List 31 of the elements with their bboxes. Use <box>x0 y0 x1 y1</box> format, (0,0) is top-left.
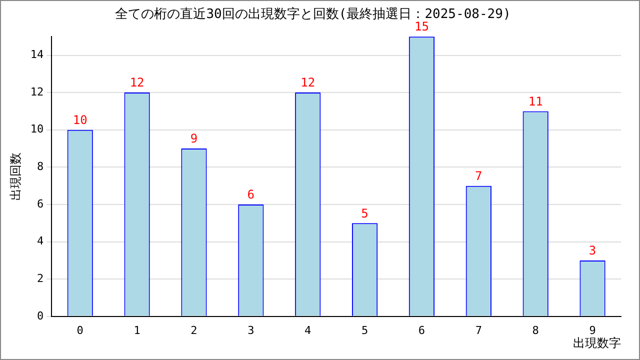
x-tick-label: 8 <box>532 324 539 337</box>
chart-title: 全ての桁の直近30回の出現数字と回数(最終抽選日：2025-08-29) <box>115 6 511 22</box>
x-tick-label: 1 <box>134 324 140 337</box>
x-tick-label: 6 <box>418 324 426 337</box>
data-label: 12 <box>300 76 316 90</box>
y-tick-label: 10 <box>30 122 44 136</box>
y-tick-label: 4 <box>37 234 44 248</box>
y-tick-label: 12 <box>30 85 44 98</box>
data-label: 7 <box>475 168 482 183</box>
y-tick-label: 2 <box>37 272 44 285</box>
data-label: 5 <box>361 206 368 220</box>
data-label: 15 <box>414 20 429 34</box>
y-tick-label: 14 <box>30 48 44 62</box>
y-axis-title: 出現回数 <box>8 152 22 200</box>
data-label: 3 <box>588 244 596 258</box>
x-tick-label: 2 <box>190 324 198 337</box>
x-tick-label: 5 <box>361 324 368 337</box>
x-tick-label: 4 <box>304 324 312 337</box>
y-tick-label: 0 <box>37 309 44 322</box>
y-tick-label: 8 <box>37 160 44 174</box>
y-tick-label: 6 <box>37 197 44 210</box>
data-label: 11 <box>528 94 543 108</box>
x-tick-label: 0 <box>76 324 84 337</box>
data-label: 9 <box>190 132 198 146</box>
x-tick-label: 3 <box>248 324 254 337</box>
data-label: 6 <box>247 188 255 202</box>
x-tick-label: 9 <box>589 324 596 337</box>
x-axis-title: 出現数字 <box>573 336 621 350</box>
data-label: 10 <box>72 112 88 127</box>
x-tick-label: 7 <box>475 324 482 337</box>
data-label: 12 <box>130 76 144 90</box>
